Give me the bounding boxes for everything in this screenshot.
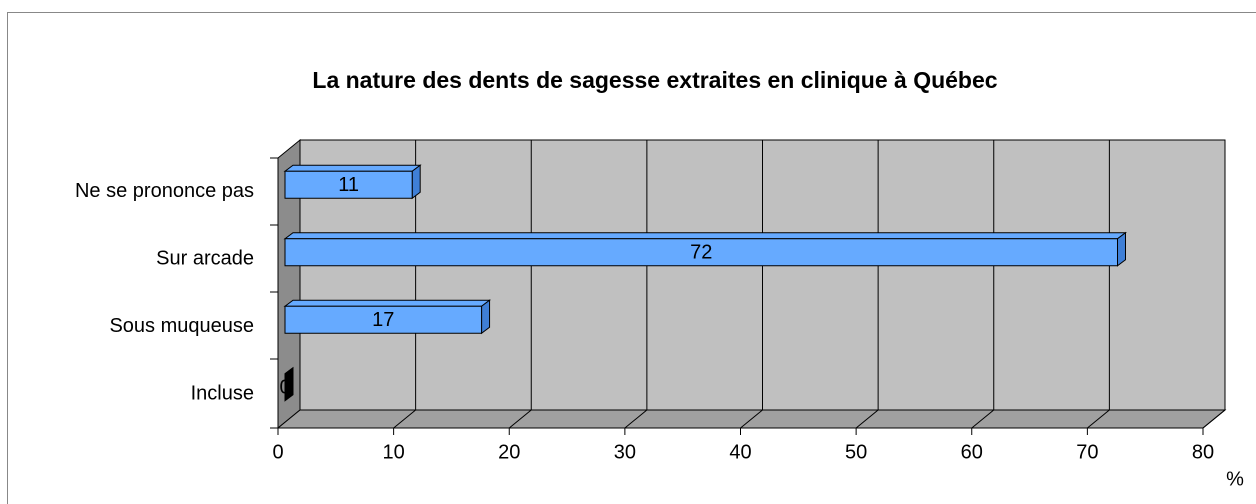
grid-line [1202,409,1226,429]
value-label: 72 [690,242,712,264]
value-label: 0 [279,377,290,399]
y-tick-label: Incluse [191,383,254,405]
x-tick-label: 40 [729,441,751,463]
x-tick-label: 20 [498,441,520,463]
x-tick-label: 80 [1192,441,1214,463]
bar-side [481,299,491,335]
chart-title: La nature des dents de sagesse extraites… [312,67,997,93]
x-tick-label: 0 [272,441,283,463]
grid-line [624,409,648,429]
y-tick-label: Sous muqueuse [109,315,254,337]
x-axis-label: % [1226,468,1244,490]
bar-side [411,164,421,200]
x-tick-label: 60 [961,441,983,463]
x-tick-label: 70 [1076,441,1098,463]
x-tick-label: 30 [614,441,636,463]
bar [284,305,483,334]
grid-line [971,409,995,429]
y-tick-label: Ne se prononce pas [75,180,254,202]
grid-line [393,409,416,429]
y-tick-label: Sur arcade [156,248,254,270]
bar-side [284,366,294,402]
grid-line [1087,409,1110,429]
grid-line [855,409,879,429]
grid-line [740,409,763,429]
value-label: 17 [372,309,394,331]
bar [284,170,413,199]
bar-top [283,299,492,307]
frame [7,12,1256,504]
bar-side [1117,231,1126,267]
bar-top [283,164,422,172]
x-tick-label: 10 [383,441,405,463]
grid-line [508,409,532,429]
x-tick-label: 50 [845,441,867,463]
value-label: 11 [338,174,359,196]
bar [284,238,1118,267]
bar-top [283,232,1127,240]
